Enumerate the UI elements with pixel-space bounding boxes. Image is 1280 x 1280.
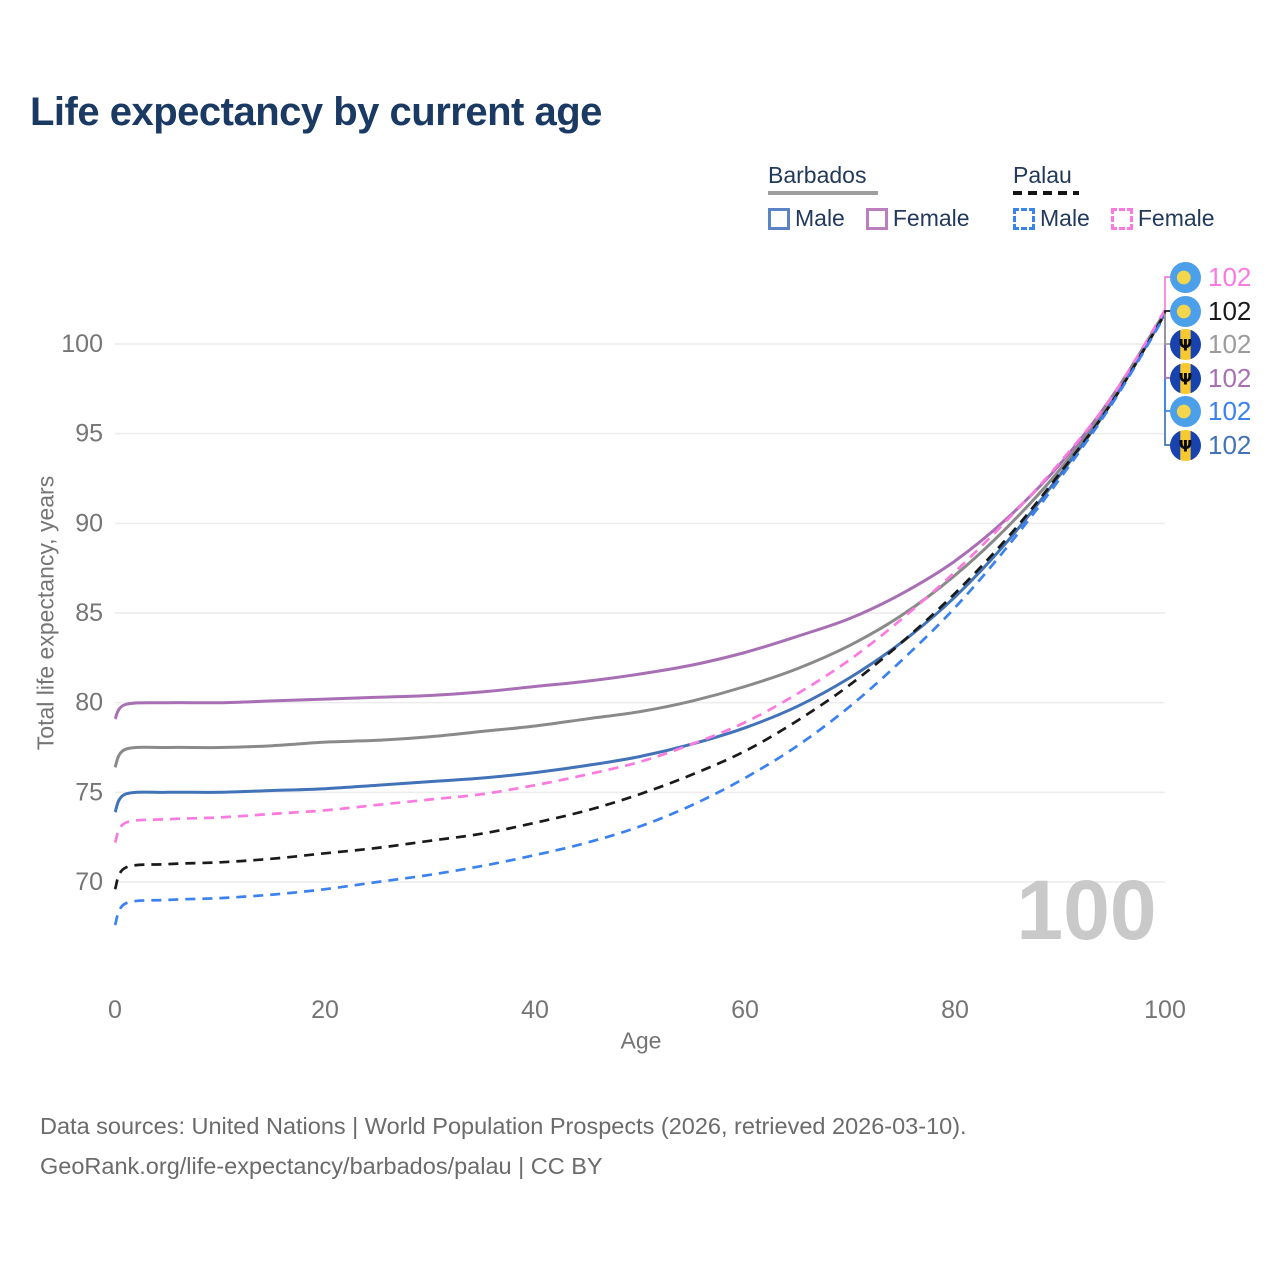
y-tick-label: 90	[75, 509, 103, 537]
series-line-barbados-total[interactable]	[113, 310, 1167, 768]
legend-item-barbados-male[interactable]: Male	[768, 205, 845, 232]
legend-item-palau-female[interactable]: Female	[1090, 205, 1215, 232]
footer: Data sources: United Nations | World Pop…	[40, 1106, 967, 1186]
end-value-text: 102	[1208, 328, 1252, 359]
palau-flag-icon	[1170, 295, 1201, 327]
series-line-barbados-female[interactable]	[113, 310, 1167, 720]
x-tick-label: 80	[941, 996, 969, 1024]
end-value-text: 102	[1208, 261, 1252, 292]
end-label-barbados-male: Ψ 102	[1170, 428, 1251, 462]
leader-line-palau-female	[1164, 276, 1172, 310]
palau-total-line-swatch[interactable]	[1013, 191, 1079, 195]
leader-line-barbados-total	[1164, 311, 1172, 345]
y-tick-label: 75	[75, 778, 103, 806]
legend-title-barbados[interactable]: Barbados	[768, 162, 867, 188]
palau-flag-icon	[1170, 261, 1201, 293]
leader-line-palau-total	[1164, 310, 1172, 314]
barbados-total-line-swatch[interactable]	[768, 191, 878, 195]
legend-label-barbados-female: Female	[892, 205, 970, 231]
y-tick-label: 85	[75, 599, 103, 627]
barbados-flag-icon: Ψ	[1170, 328, 1201, 360]
end-label-palau-female: 102	[1170, 260, 1251, 294]
y-tick-label: 80	[75, 689, 103, 717]
end-label-barbados-total: Ψ 102	[1170, 327, 1251, 361]
end-value-text: 102	[1208, 429, 1252, 460]
svg-text:Ψ: Ψ	[1179, 436, 1193, 455]
series-line-palau-male[interactable]	[113, 314, 1167, 926]
series-line-palau-total[interactable]	[113, 312, 1167, 890]
footer-attribution: GeoRank.org/life-expectancy/barbados/pal…	[40, 1153, 603, 1179]
end-label-palau-total: 102	[1170, 294, 1251, 328]
palau-flag-icon	[1170, 395, 1201, 427]
hovered-age-watermark: 100	[1016, 863, 1157, 957]
series-line-barbados-male[interactable]	[113, 312, 1167, 813]
legend-label-barbados-male: Male	[795, 205, 845, 231]
end-label-barbados-female: Ψ 102	[1170, 361, 1251, 395]
x-tick-label: 20	[311, 996, 339, 1024]
chart-title: Life expectancy by current age	[30, 90, 602, 134]
palau-male-swatch-icon	[1013, 207, 1035, 230]
y-tick-label: 100	[61, 330, 103, 358]
legend-item-palau-male[interactable]: Male	[1013, 205, 1090, 232]
svg-text:Ψ: Ψ	[1179, 335, 1193, 354]
footer-data-sources: Data sources: United Nations | World Pop…	[40, 1113, 967, 1139]
y-axis-title: Total life expectancy, years	[32, 475, 59, 751]
x-tick-label: 60	[731, 996, 759, 1024]
barbados-flag-icon: Ψ	[1170, 429, 1201, 461]
end-value-text: 102	[1208, 362, 1252, 393]
legend-group-palau: Palau Male Female	[1013, 162, 1215, 232]
end-value-text: 102	[1208, 295, 1252, 326]
palau-female-swatch-icon	[1110, 207, 1133, 230]
legend-label-palau-female: Female	[1137, 205, 1215, 231]
y-tick-label: 95	[75, 420, 103, 448]
x-tick-label: 100	[1144, 996, 1186, 1024]
legend-item-barbados-female[interactable]: Female	[845, 205, 970, 232]
legend-title-palau[interactable]: Palau	[1013, 162, 1072, 188]
x-axis-title: Age	[620, 1027, 662, 1054]
svg-text:Ψ: Ψ	[1179, 369, 1193, 388]
series-line-palau-female[interactable]	[113, 309, 1167, 844]
legend-group-barbados: Barbados Male Female	[768, 162, 970, 232]
legend-label-palau-male: Male	[1040, 205, 1090, 231]
barbados-flag-icon: Ψ	[1170, 362, 1201, 394]
end-label-palau-male: 102	[1170, 394, 1251, 428]
barbados-female-swatch-icon	[865, 207, 888, 230]
y-tick-label: 70	[75, 868, 103, 896]
barbados-male-swatch-icon	[768, 207, 790, 230]
end-value-text: 102	[1208, 395, 1252, 426]
x-tick-label: 0	[108, 996, 122, 1024]
x-tick-label: 40	[521, 996, 549, 1024]
